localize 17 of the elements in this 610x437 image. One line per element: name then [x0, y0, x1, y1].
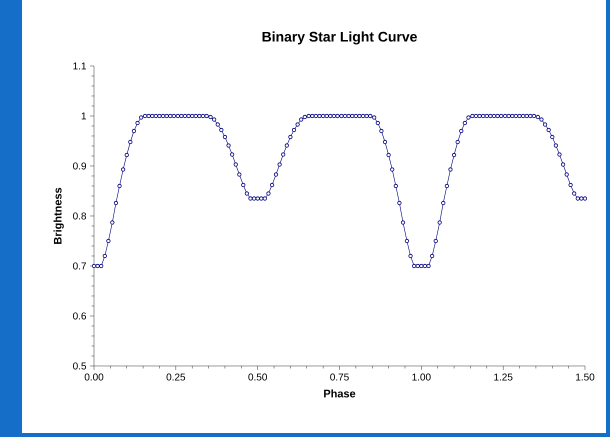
x-tick-label: 1.25 [494, 374, 512, 381]
x-axis-title: Phase [324, 389, 356, 398]
y-tick-label: 0.7 [73, 262, 86, 270]
x-tick-label: 0.25 [166, 374, 186, 381]
x-tick-label: 0.00 [84, 374, 104, 381]
x-tick-label: 1.50 [576, 374, 594, 381]
x-tick-label: 1.00 [412, 374, 431, 381]
x-tick-label: 0.50 [248, 374, 267, 381]
y-tick-label: 0.8 [73, 212, 86, 220]
y-tick-label: 0.5 [73, 362, 86, 370]
y-tick-label: 0.6 [73, 312, 86, 320]
y-axis-title: Brightness [54, 188, 64, 244]
x-tick-label: 0.75 [330, 374, 349, 381]
y-tick-label: 0.9 [73, 162, 86, 170]
y-tick-label: 1.1 [73, 62, 86, 70]
y-tick-label: 1 [82, 112, 86, 120]
chart-title: Binary Star Light Curve [262, 31, 417, 44]
